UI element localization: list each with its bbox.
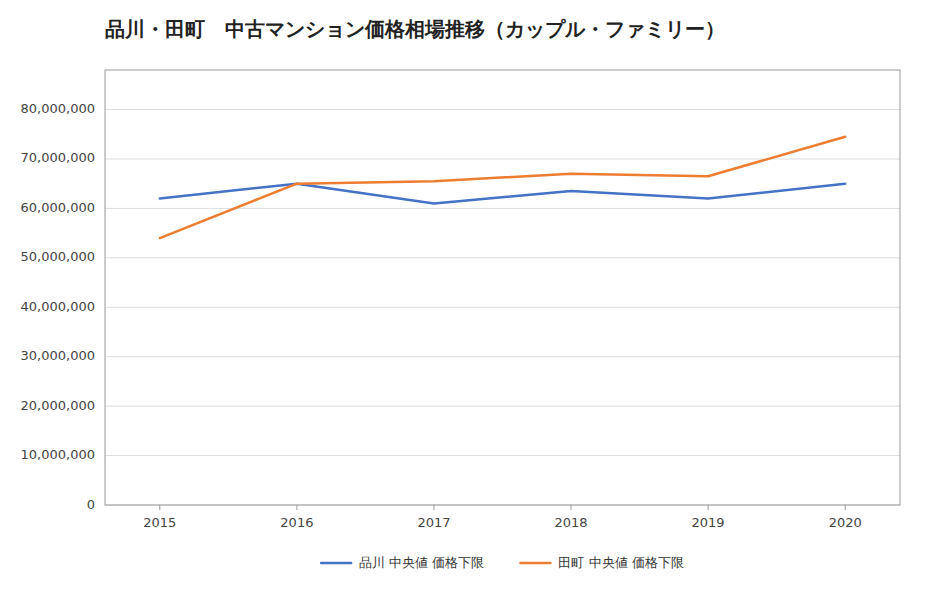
y-tick-label: 50,000,000 xyxy=(21,249,95,264)
x-tick xyxy=(845,505,846,510)
series-line xyxy=(160,137,845,238)
x-tick-label: 2020 xyxy=(829,515,862,530)
grid-line xyxy=(105,356,900,357)
y-tick-label: 80,000,000 xyxy=(21,101,95,116)
y-tick-label: 10,000,000 xyxy=(21,447,95,462)
grid-line xyxy=(105,208,900,209)
legend-label: 品川 中央値 価格下限 xyxy=(359,555,484,570)
grid-line xyxy=(105,257,900,258)
chart: 品川・田町 中古マンション価格相場推移（カップル・ファミリー） 0 10,000,0… xyxy=(0,0,930,600)
legend-item: 品川 中央値 価格下限 xyxy=(321,555,484,570)
legend-item: 田町 中央値 価格下限 xyxy=(520,555,683,570)
x-tick-label: 2019 xyxy=(692,515,725,530)
y-tick-label: 60,000,000 xyxy=(21,200,95,215)
x-tick xyxy=(159,505,160,510)
y-tick-label: 40,000,000 xyxy=(21,299,95,314)
plot-frame xyxy=(105,70,900,505)
x-tick-label: 2018 xyxy=(554,515,587,530)
x-tick xyxy=(296,505,297,510)
grid xyxy=(105,110,900,505)
title: 品川・田町 中古マンション価格相場推移（カップル・ファミリー） xyxy=(105,17,725,41)
x-tick-label: 2017 xyxy=(417,515,450,530)
legend-swatch xyxy=(321,562,351,565)
lines xyxy=(160,137,845,238)
legend: 品川 中央値 価格下限 田町 中央値 価格下限 xyxy=(321,555,684,570)
series-line xyxy=(160,184,845,204)
y-tick-label: 70,000,000 xyxy=(21,150,95,165)
legend-swatch xyxy=(520,562,550,565)
grid-line xyxy=(105,307,900,308)
y-tick-label: 30,000,000 xyxy=(21,348,95,363)
y-tick-label: 20,000,000 xyxy=(21,398,95,413)
legend-label: 田町 中央値 価格下限 xyxy=(558,555,683,570)
x-tick-label: 2016 xyxy=(280,515,313,530)
y-tick-label: 0 xyxy=(87,497,95,512)
grid-line xyxy=(105,109,900,110)
grid-line xyxy=(105,158,900,159)
grid-line xyxy=(105,406,900,407)
x-tick xyxy=(571,505,572,510)
x-tick xyxy=(708,505,709,510)
x-tick-label: 2015 xyxy=(143,515,176,530)
grid-line xyxy=(105,455,900,456)
x-tick xyxy=(433,505,434,510)
